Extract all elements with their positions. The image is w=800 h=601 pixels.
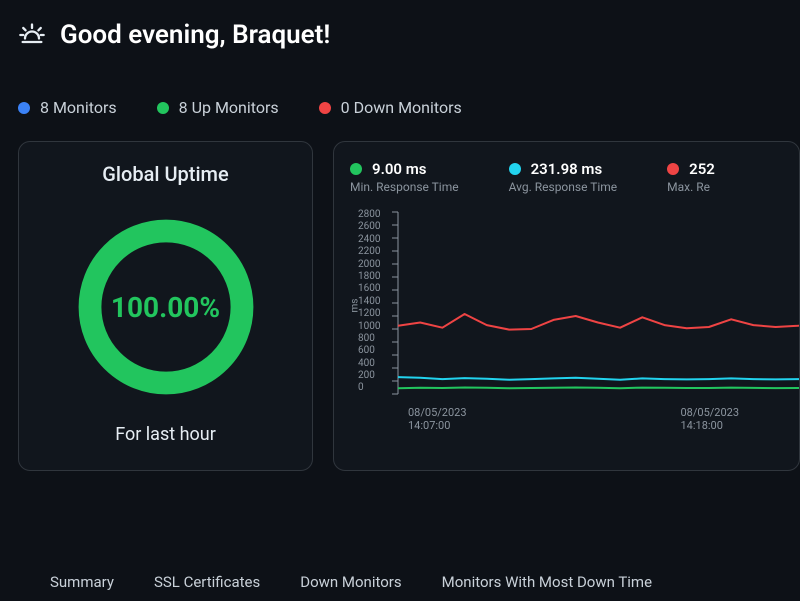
resp-avg: 231.98 ms Avg. Response Time — [509, 160, 618, 194]
uptime-subtext: For last hour — [115, 424, 216, 445]
stat-label: 0 Down Monitors — [341, 98, 462, 117]
x-label: 08/05/2023 14:18:00 — [681, 406, 784, 432]
stat-label: 8 Monitors — [40, 98, 117, 117]
header: Good evening, Braquet! — [0, 0, 800, 64]
x-label: 08/05/2023 14:07:00 — [408, 406, 511, 432]
tabs: Summary SSL Certificates Down Monitors M… — [0, 573, 800, 591]
resp-value: 9.00 ms — [372, 160, 426, 178]
tab-most-down[interactable]: Monitors With Most Down Time — [442, 573, 652, 591]
resp-max: 252 Max. Re — [667, 160, 715, 194]
stat-label: 8 Up Monitors — [179, 98, 279, 117]
resp-label: Avg. Response Time — [509, 180, 618, 194]
uptime-gauge: 100.00% — [71, 212, 261, 402]
resp-label: Min. Response Time — [350, 180, 459, 194]
uptime-card: Global Uptime 100.00% For last hour — [18, 141, 313, 471]
chart-svg — [350, 208, 800, 408]
dot-icon — [157, 102, 169, 114]
dot-icon — [350, 163, 362, 175]
sunset-icon — [18, 21, 46, 49]
response-chart: 2800260024002200200018001600140012001000… — [350, 208, 783, 438]
y-axis-labels: 2800260024002200200018001600140012001000… — [358, 210, 380, 396]
stat-down: 0 Down Monitors — [319, 98, 462, 117]
uptime-title: Global Uptime — [102, 162, 228, 186]
uptime-value: 100.00% — [71, 212, 261, 402]
x-axis-labels: 08/05/2023 14:07:00 08/05/2023 14:18:00 — [408, 406, 783, 432]
stats-row: 8 Monitors 8 Up Monitors 0 Down Monitors — [0, 64, 800, 141]
greeting-text: Good evening, Braquet! — [60, 20, 330, 50]
dot-icon — [509, 163, 521, 175]
panels: Global Uptime 100.00% For last hour 9.00… — [0, 141, 800, 471]
response-card: 9.00 ms Min. Response Time 231.98 ms Avg… — [333, 141, 800, 471]
resp-value: 231.98 ms — [531, 160, 603, 178]
stat-up: 8 Up Monitors — [157, 98, 279, 117]
resp-label: Max. Re — [667, 180, 715, 194]
y-axis-unit: ms — [349, 299, 360, 313]
dot-icon — [667, 163, 679, 175]
tab-ssl[interactable]: SSL Certificates — [154, 573, 260, 591]
tab-summary[interactable]: Summary — [50, 573, 114, 591]
resp-value: 252 — [689, 160, 715, 178]
response-stats: 9.00 ms Min. Response Time 231.98 ms Avg… — [350, 160, 783, 194]
tab-down[interactable]: Down Monitors — [300, 573, 401, 591]
dot-icon — [18, 102, 30, 114]
resp-min: 9.00 ms Min. Response Time — [350, 160, 459, 194]
stat-monitors: 8 Monitors — [18, 98, 117, 117]
dot-icon — [319, 102, 331, 114]
